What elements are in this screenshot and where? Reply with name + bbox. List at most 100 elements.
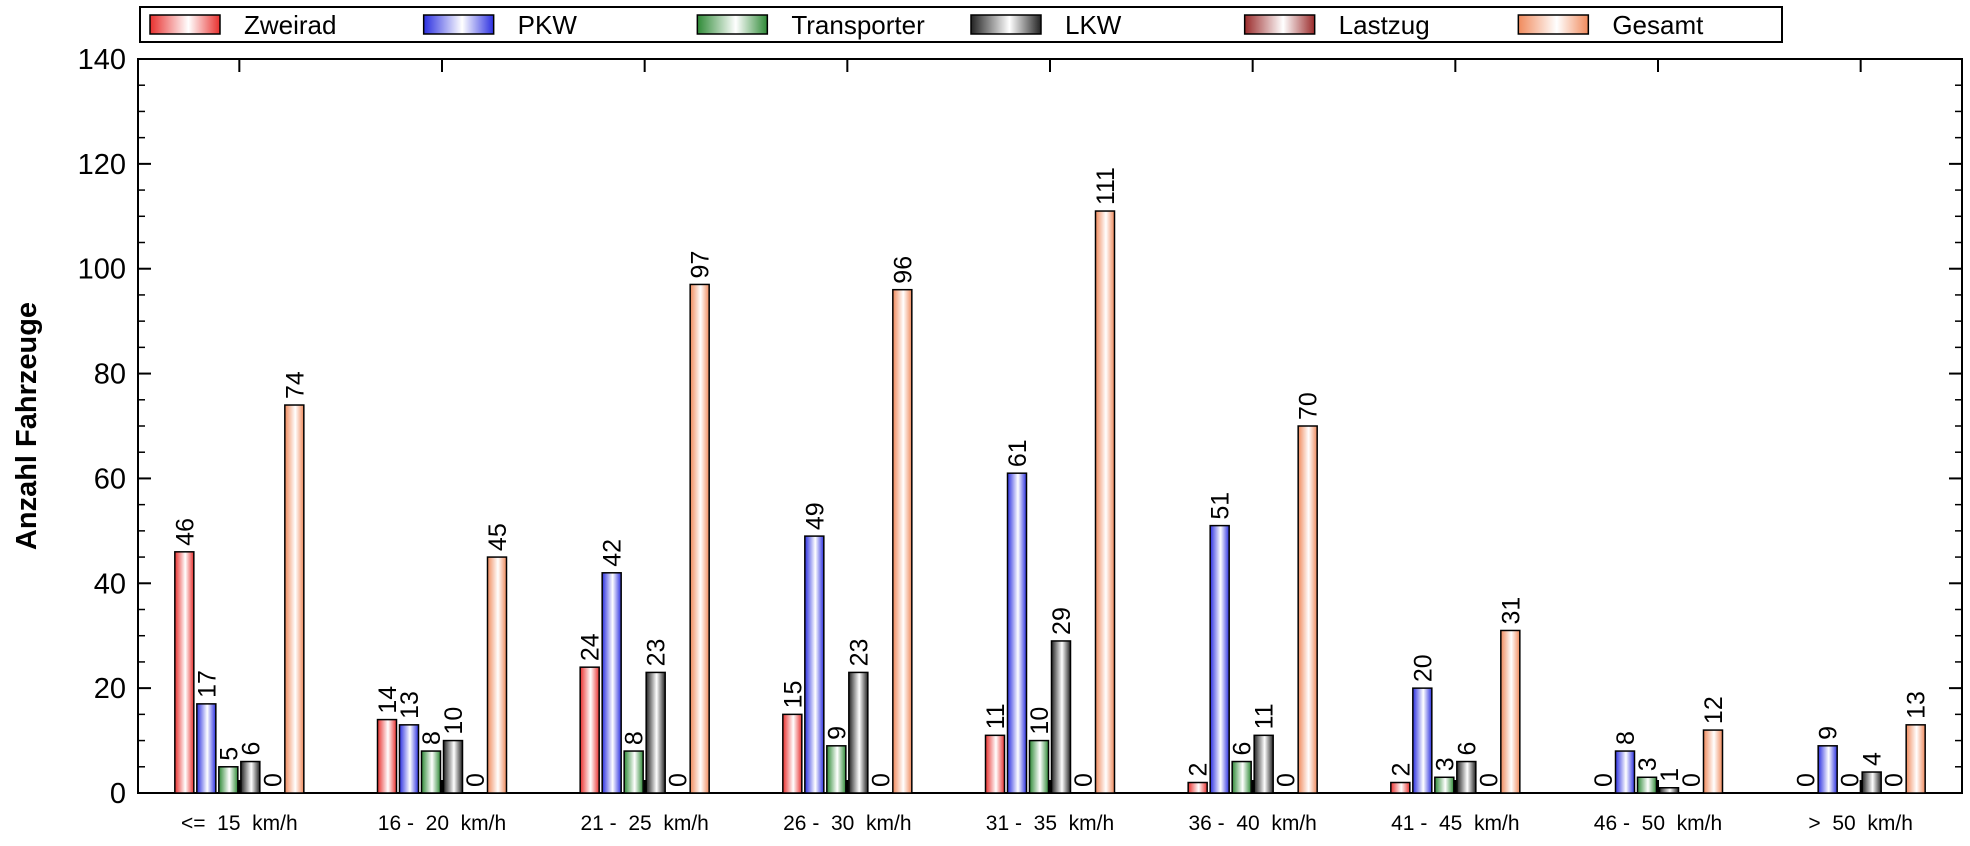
data-label: 11	[982, 703, 1010, 729]
data-label: 0	[665, 773, 693, 787]
bar-lkw	[1253, 734, 1274, 794]
bar-gesamt	[486, 556, 508, 794]
bar-zweirad	[376, 718, 398, 794]
data-label: 6	[1453, 742, 1481, 756]
legend-label-zweirad: Zweirad	[244, 10, 336, 40]
bar-pkw	[1209, 524, 1230, 794]
legend-swatch-lkw	[970, 14, 1042, 35]
data-label: 0	[1793, 773, 1821, 787]
data-label: 17	[193, 670, 221, 698]
legend-swatch-zweirad	[149, 14, 221, 35]
bar-transporter	[1028, 739, 1050, 794]
bar-gesamt	[689, 283, 710, 794]
y-tick-label: 0	[110, 778, 126, 810]
y-tick-label: 80	[94, 359, 126, 391]
bar-transporter	[420, 750, 442, 794]
x-tick-label: 31 - 35 km/h	[986, 812, 1114, 835]
bar-gesamt	[892, 288, 913, 794]
data-label: 6	[237, 742, 265, 756]
data-label: 0	[867, 773, 895, 787]
legend-label-pkw: PKW	[518, 10, 578, 40]
data-label: 46	[171, 518, 199, 546]
data-label: 24	[577, 633, 605, 661]
bar-transporter	[826, 745, 847, 794]
data-label: 2	[1185, 763, 1213, 777]
bar-zweirad	[174, 551, 195, 794]
bar-transporter	[623, 750, 644, 794]
y-axis-label: Anzahl Fahrzeuge	[11, 302, 43, 550]
bar-zweirad	[579, 666, 600, 794]
legend-box	[139, 6, 1783, 43]
bar-gesamt	[1905, 724, 1926, 794]
legend-label-lastzug: Lastzug	[1339, 10, 1430, 40]
bar-transporter	[218, 766, 239, 794]
legend-swatch-pkw	[422, 14, 495, 35]
bar-pkw	[601, 572, 622, 794]
bar-lkw	[240, 760, 261, 794]
legend-swatch-gesamt	[1517, 14, 1590, 35]
bar-transporter	[1231, 760, 1252, 794]
bar-transporter	[1636, 776, 1658, 794]
data-label: 8	[621, 731, 649, 745]
data-label: 1	[1656, 768, 1684, 782]
bar-pkw	[1817, 745, 1838, 794]
data-label: 74	[281, 371, 309, 399]
bar-gesamt	[284, 404, 305, 794]
bar-lkw	[645, 671, 666, 794]
legend-label-gesamt: Gesamt	[1612, 10, 1704, 40]
data-label: 0	[1837, 773, 1865, 787]
data-label: 3	[1634, 757, 1662, 771]
bar-zweirad	[984, 734, 1006, 794]
bar-lkw	[1861, 771, 1882, 794]
data-label: 11	[1251, 703, 1279, 729]
data-label: 0	[1070, 773, 1098, 787]
data-label: 5	[215, 747, 243, 761]
y-tick-label: 100	[78, 254, 126, 286]
x-tick-label: 21 - 25 km/h	[580, 812, 708, 835]
data-label: 42	[599, 539, 627, 567]
data-label: 0	[1678, 773, 1706, 787]
x-tick-label: 41 - 45 km/h	[1391, 812, 1519, 835]
data-label: 29	[1048, 607, 1076, 635]
data-label: 0	[462, 773, 490, 787]
legend-swatch-lastzug	[1243, 14, 1316, 35]
y-tick-label: 40	[94, 568, 126, 600]
bar-gesamt	[1094, 210, 1116, 794]
data-label: 31	[1497, 597, 1525, 625]
bar-gesamt	[1702, 729, 1724, 794]
data-label: 8	[418, 731, 446, 745]
bar-lkw	[848, 671, 869, 794]
data-label: 61	[1004, 439, 1032, 467]
data-label: 0	[259, 773, 287, 787]
bar-pkw	[804, 535, 825, 794]
data-label: 6	[1229, 742, 1257, 756]
data-label: 0	[1273, 773, 1301, 787]
bar-transporter	[1434, 776, 1455, 794]
bar-zweirad	[1187, 781, 1208, 794]
data-label: 49	[801, 502, 829, 530]
data-label: 13	[1903, 691, 1931, 719]
bar-gesamt	[1500, 629, 1521, 794]
data-label: 0	[1881, 773, 1909, 787]
bar-pkw	[1412, 687, 1433, 794]
x-tick-label: 26 - 30 km/h	[783, 812, 911, 835]
x-tick-label: 36 - 40 km/h	[1188, 812, 1316, 835]
bar-lkw	[1456, 760, 1477, 794]
data-label: 9	[1815, 726, 1843, 740]
x-tick-label: <= 15 km/h	[181, 812, 298, 835]
data-label: 4	[1859, 752, 1887, 766]
bar-pkw	[196, 703, 217, 794]
bar-pkw	[398, 724, 420, 794]
data-label: 8	[1612, 731, 1640, 745]
data-label: 51	[1207, 492, 1235, 520]
data-label: 10	[440, 707, 468, 735]
data-label: 111	[1092, 167, 1120, 205]
data-label: 2	[1387, 763, 1415, 777]
bars: 4617560741413810045244282309715499230961…	[171, 167, 1931, 794]
data-label: 96	[889, 256, 917, 284]
data-label: 13	[396, 691, 424, 719]
bar-pkw	[1614, 750, 1636, 794]
data-label: 0	[1475, 773, 1503, 787]
